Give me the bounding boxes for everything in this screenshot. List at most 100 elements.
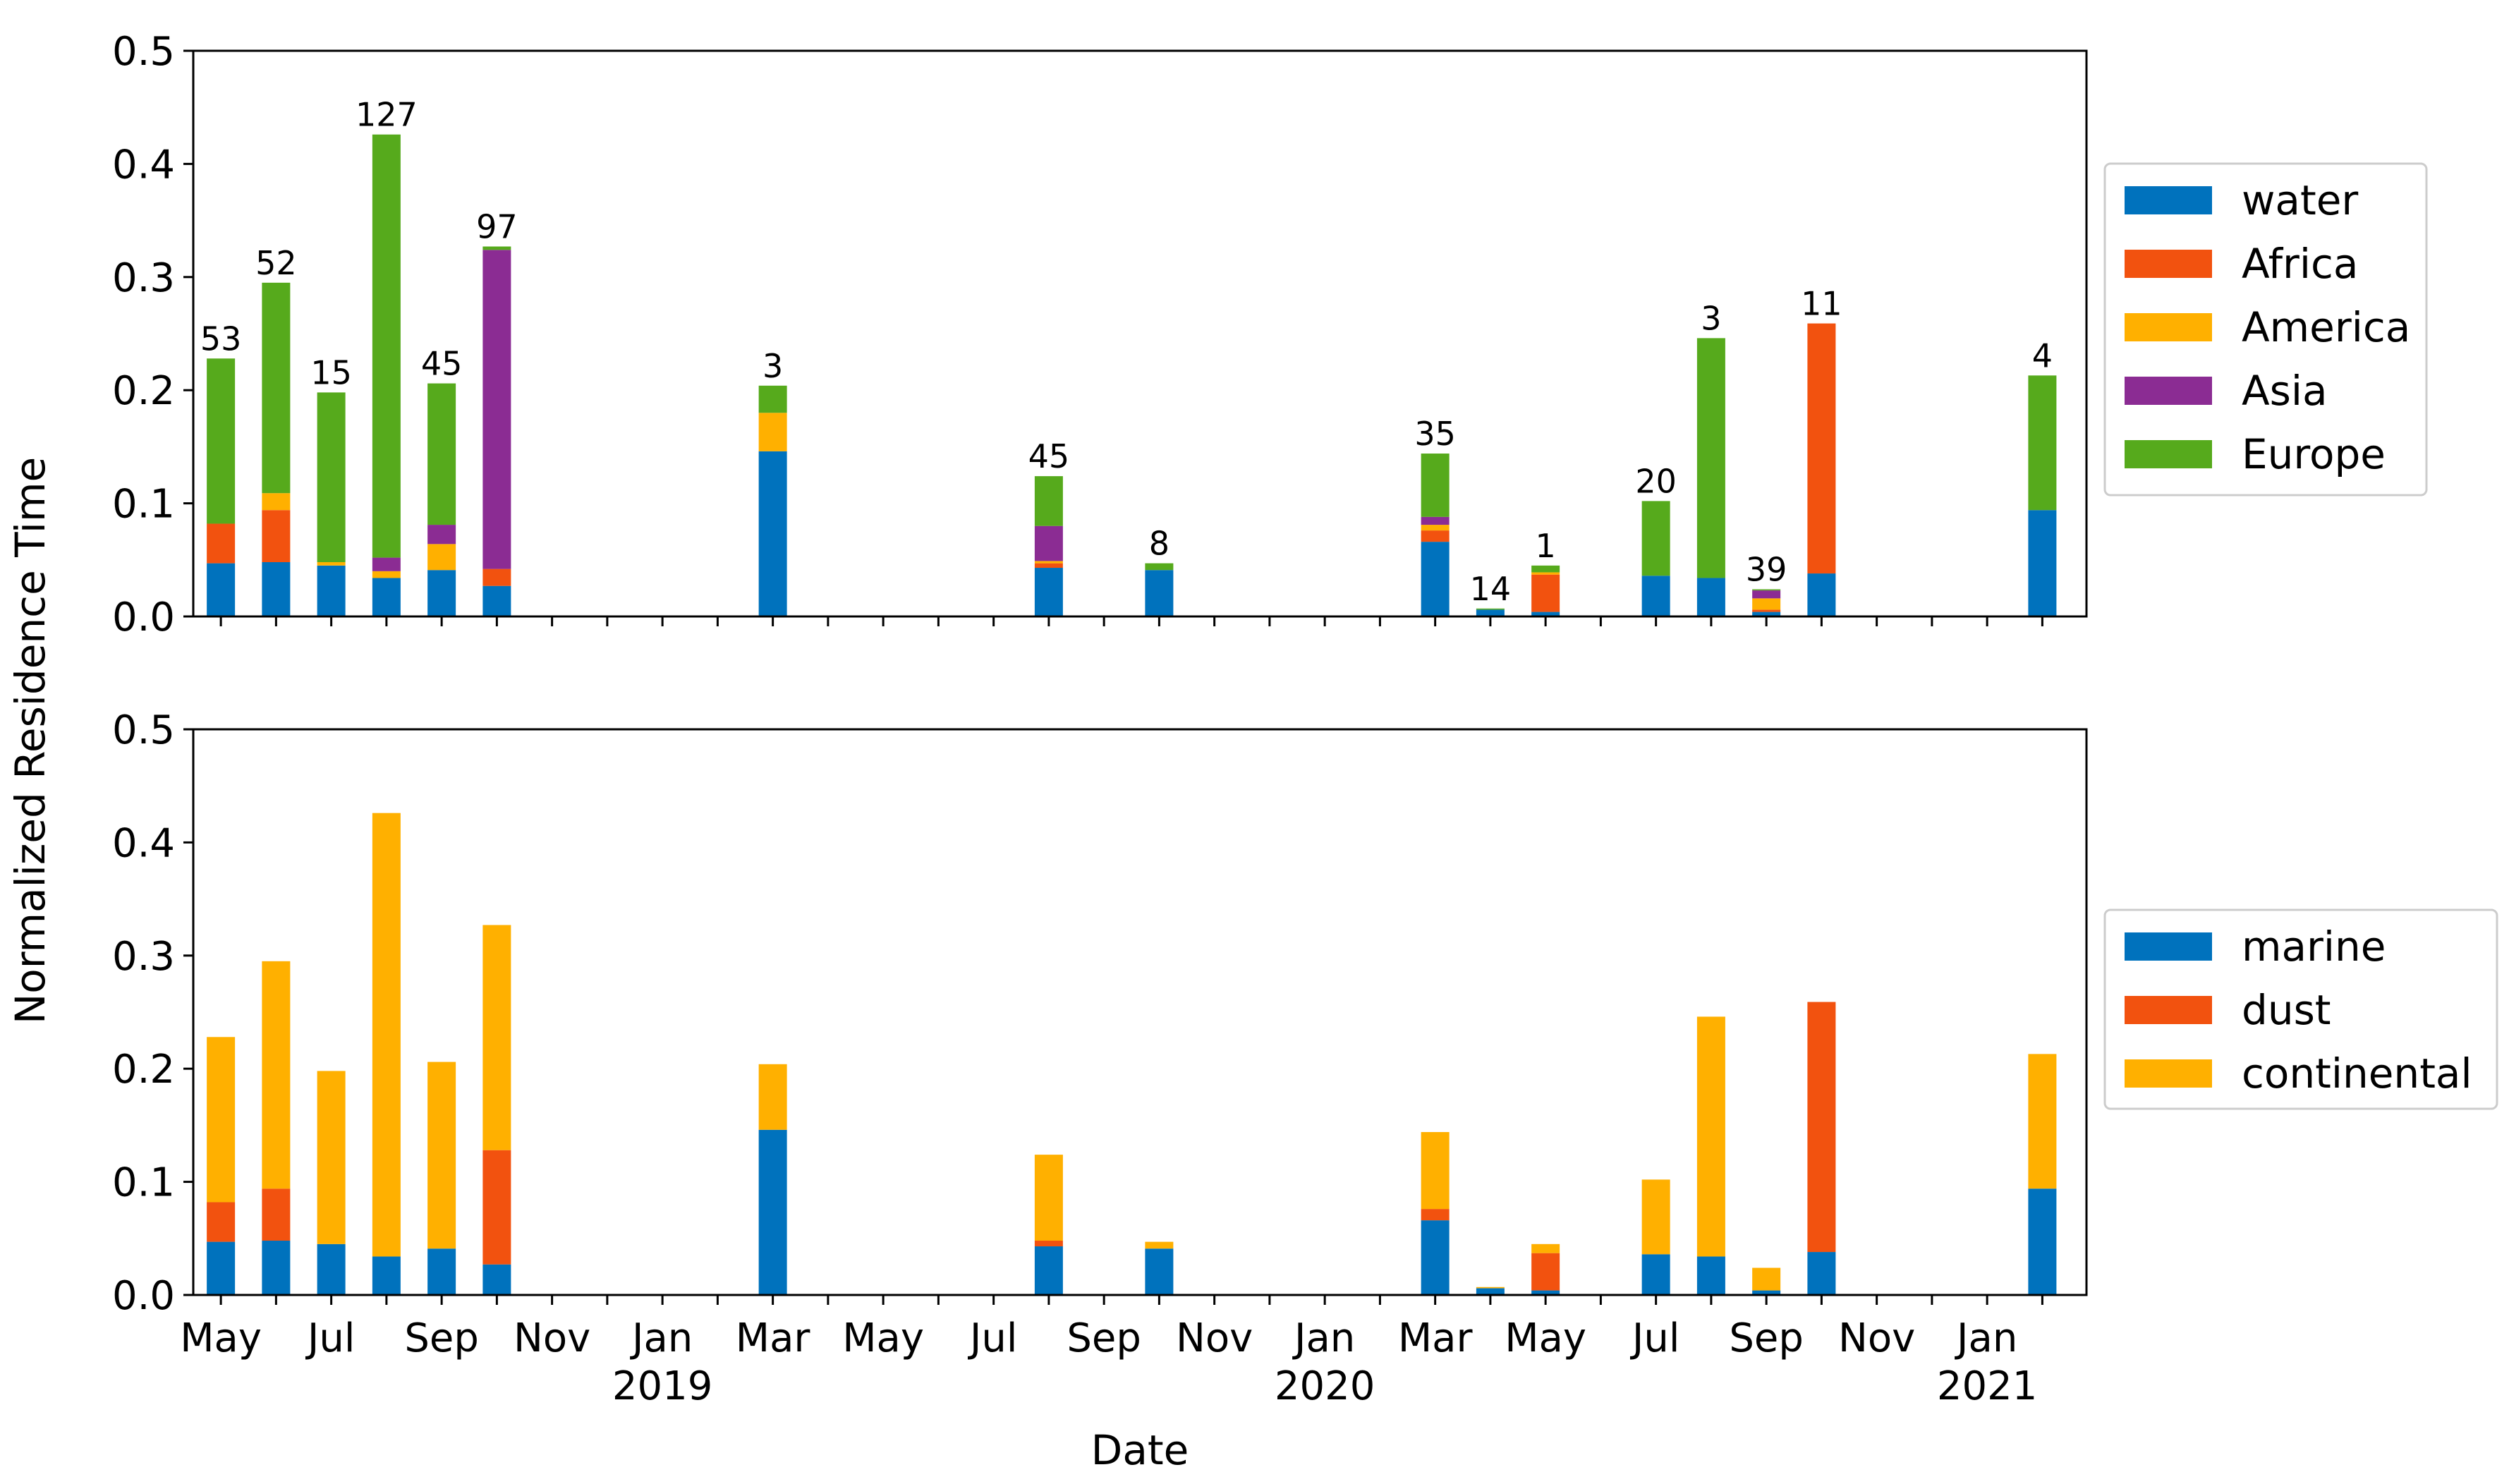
top-bar-0-water [207, 563, 236, 616]
top-bar-7-water [1034, 568, 1063, 616]
top-legend-label-europe: Europe [2242, 430, 2386, 478]
bottom-ytick-label: 0.2 [112, 1047, 175, 1093]
top-bar-10-europe [1476, 608, 1505, 610]
top-legend-label-water: water [2242, 176, 2358, 224]
bottom-bar-16-continental [2028, 1054, 2057, 1189]
bottom-bar-6-marine [758, 1129, 787, 1295]
top-bar-3-water [372, 578, 401, 616]
top-bar-13-water [1696, 578, 1725, 616]
bottom-bar-11-marine [1531, 1290, 1560, 1295]
xtick-label: Jan [1292, 1315, 1355, 1361]
bottom-bar-5-continental [482, 925, 511, 1150]
top-bar-2-europe [317, 392, 346, 563]
y-axis-title: Normalized Residence Time [6, 457, 54, 1024]
top-bar-14-asia [1752, 590, 1781, 599]
bottom-bar-5-dust [482, 1150, 511, 1265]
top-bar-9-asia [1421, 516, 1450, 525]
xtick-label: Sep [1067, 1315, 1141, 1361]
top-bar-14-europe [1752, 589, 1781, 591]
bottom-bar-3-marine [372, 1256, 401, 1295]
top-count-label: 45 [421, 345, 463, 383]
top-count-label: 45 [1028, 437, 1070, 475]
top-count-label: 11 [1801, 285, 1842, 323]
top-bar-6-water [758, 451, 787, 616]
bottom-bar-1-marine [262, 1241, 291, 1295]
top-bar-9-water [1421, 542, 1450, 616]
top-count-label: 53 [200, 320, 242, 358]
top-count-label: 15 [310, 353, 352, 391]
bottom-bar-2-continental [317, 1071, 346, 1244]
xtick-label: Nov [514, 1315, 590, 1361]
top-bar-3-asia [372, 557, 401, 571]
bottom-bar-12-marine [1641, 1254, 1670, 1295]
bottom-bar-14-continental [1752, 1267, 1781, 1291]
bottom-bar-6-continental [758, 1064, 787, 1130]
bottom-bar-7-marine [1034, 1246, 1063, 1295]
top-bar-10-water [1476, 609, 1505, 616]
bottom-bar-9-dust [1421, 1209, 1450, 1221]
bottom-bar-14-marine [1752, 1290, 1781, 1295]
top-bar-8-water [1145, 570, 1174, 616]
top-axes-frame [192, 49, 2088, 618]
bottom-ytick-label: 0.1 [112, 1160, 175, 1206]
bottom-bar-4-marine [427, 1248, 456, 1295]
bottom-ytick-label: 0.0 [112, 1273, 175, 1319]
bottom-legend-swatch-marine [2125, 932, 2212, 961]
bottom-bar-10-marine [1476, 1288, 1505, 1295]
top-bar-11-europe [1531, 565, 1560, 573]
bottom-bar-1-dust [262, 1188, 291, 1241]
top-count-label: 3 [1701, 299, 1721, 337]
top-bar-14-africa [1752, 609, 1781, 612]
top-bar-7-europe [1034, 476, 1063, 526]
bottom-ytick-label: 0.3 [112, 934, 175, 980]
top-ytick-label: 0.4 [112, 142, 175, 188]
bottom-bar-8-continental [1145, 1241, 1174, 1249]
bottom-bar-13-continental [1696, 1016, 1725, 1257]
top-panel: 53 52 15 127 45 97 3 45 8 35 14 1 20 3 39 11 4 0.0 0.1 0.2 0… [112, 29, 2428, 640]
top-count-label: 1 [1536, 527, 1556, 565]
top-ytick-label: 0.2 [112, 368, 175, 414]
bottom-bar-9-marine [1421, 1220, 1450, 1295]
bottom-legend-label-dust: dust [2242, 986, 2331, 1034]
bottom-bar-3-continental [372, 813, 401, 1257]
top-bar-7-africa [1034, 563, 1063, 568]
xtick-label: Nov [1176, 1315, 1253, 1361]
top-bar-3-america [372, 571, 401, 578]
bottom-bar-0-continental [207, 1037, 236, 1203]
top-bar-2-america [317, 562, 346, 566]
top-legend-swatch-africa [2125, 250, 2212, 278]
x-axis-title: Date [1091, 1426, 1189, 1474]
bottom-bar-15-marine [1807, 1252, 1836, 1295]
xtick-label: Jul [968, 1315, 1018, 1361]
top-count-label: 8 [1149, 525, 1170, 563]
xtick-year-label: 2021 [1937, 1363, 2038, 1409]
bottom-ytick-label: 0.4 [112, 820, 175, 866]
top-count-label: 3 [763, 347, 783, 385]
top-bar-4-water [427, 570, 456, 616]
top-legend-box [2103, 162, 2428, 497]
top-count-label: 20 [1635, 462, 1677, 500]
top-bar-6-america [758, 413, 787, 451]
bottom-bar-11-continental [1531, 1243, 1560, 1253]
bottom-bar-13-marine [1696, 1256, 1725, 1295]
xtick-label: Nov [1838, 1315, 1915, 1361]
top-bar-6-europe [758, 385, 787, 413]
top-bar-15-water [1807, 573, 1836, 616]
xtick-label: Jan [630, 1315, 693, 1361]
top-bar-5-europe [482, 246, 511, 250]
top-count-label: 127 [356, 96, 418, 134]
top-legend-swatch-america [2125, 313, 2212, 341]
bottom-bar-4-continental [427, 1062, 456, 1249]
top-bar-9-europe [1421, 454, 1450, 517]
bottom-bar-0-dust [207, 1202, 236, 1242]
xtick-label: May [842, 1315, 924, 1361]
top-bar-4-europe [427, 383, 456, 525]
top-legend-label-africa: Africa [2242, 240, 2358, 288]
bottom-bar-1-continental [262, 961, 291, 1189]
top-legend-label-asia: Asia [2242, 367, 2328, 415]
bottom-bar-12-continental [1641, 1179, 1670, 1255]
top-ytick-label: 0.3 [112, 255, 175, 301]
bottom-bar-0-marine [207, 1241, 236, 1295]
top-bar-4-asia [427, 525, 456, 545]
bottom-axes-frame [192, 728, 2088, 1296]
